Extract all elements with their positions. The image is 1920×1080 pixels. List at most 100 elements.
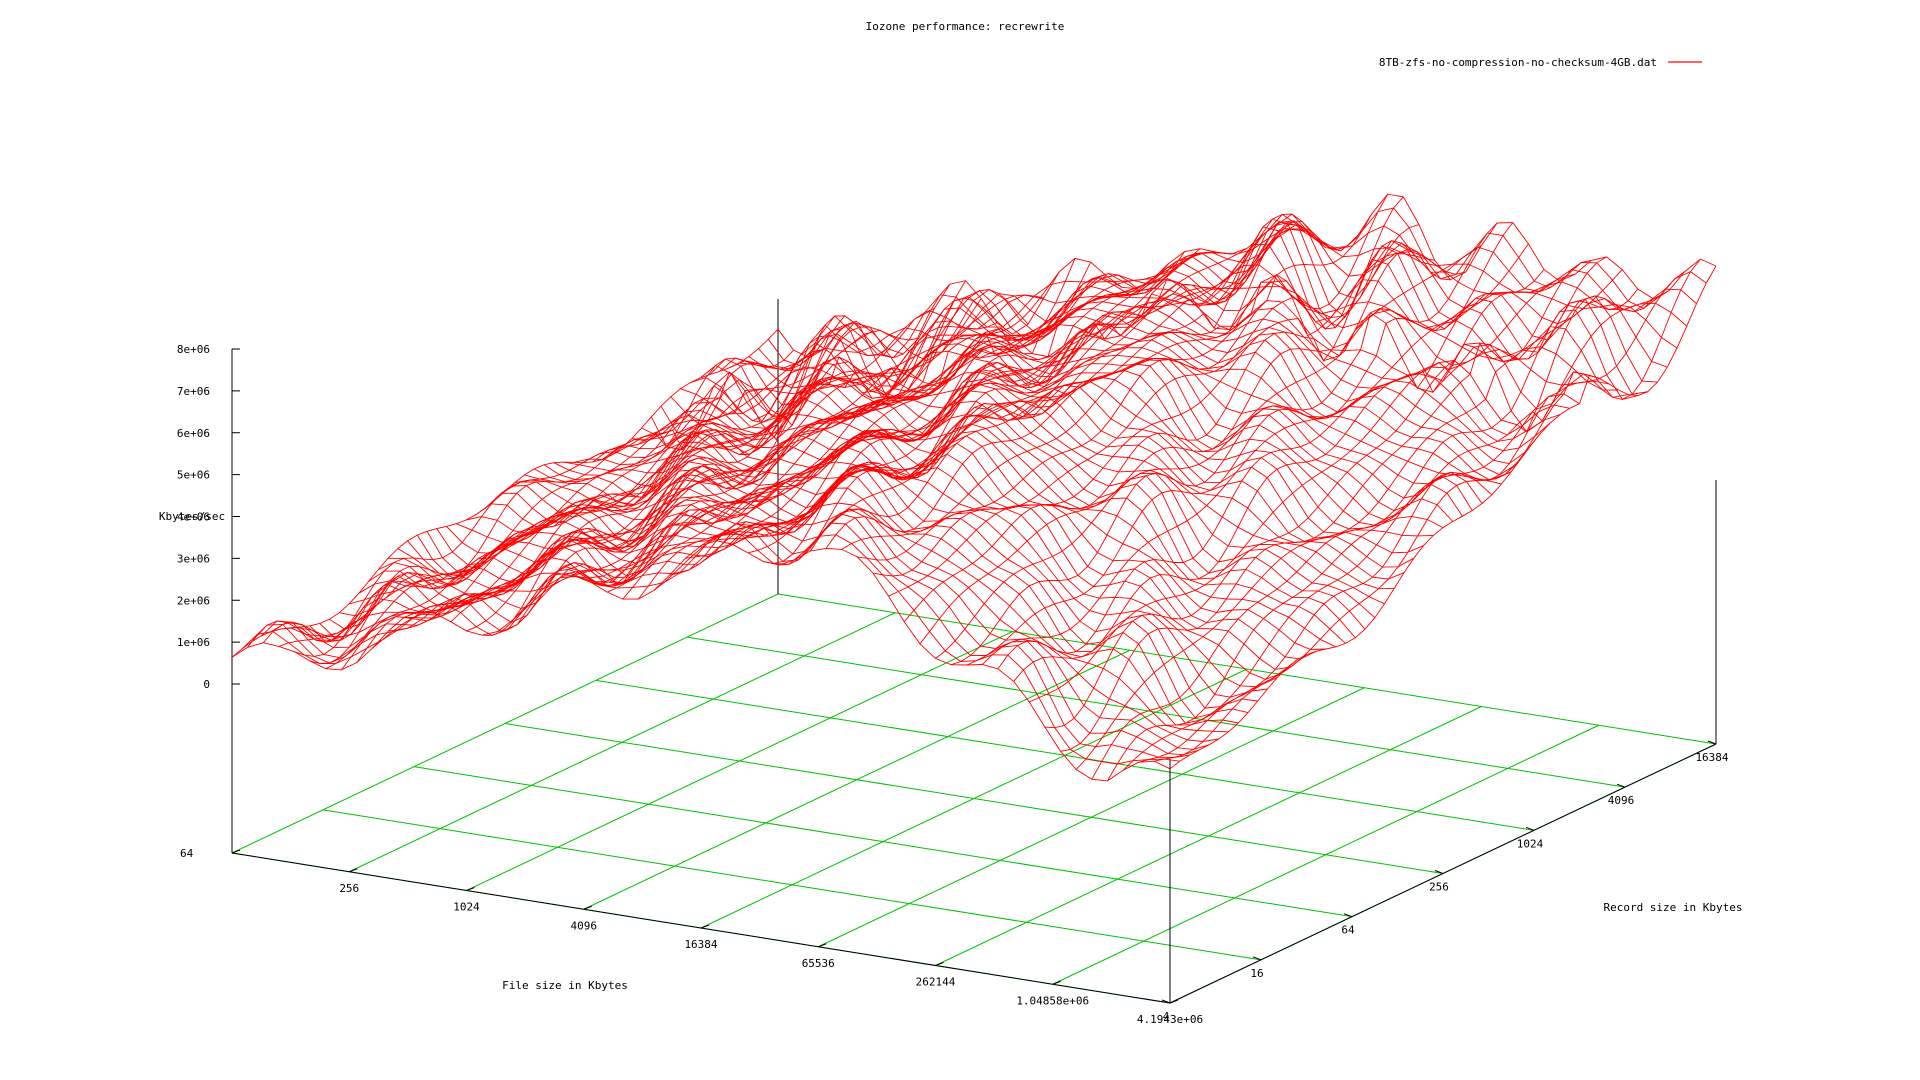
mesh-line-record [260,513,1200,756]
mesh-line-record [339,467,1278,698]
x-tick [818,943,827,948]
mesh-line-record [602,315,1541,465]
z-tick-label: 0 [203,678,210,691]
mesh-line-record [738,220,1678,372]
mesh-line-file [1060,256,1607,752]
y-tick [1525,826,1535,831]
mesh-line-file [653,248,1201,591]
y-tick [1161,999,1171,1004]
y-tick-label: 256 [1429,881,1449,894]
grid-line-record [322,809,1262,961]
mesh-line-file [403,283,951,619]
mesh-line-file [903,240,1451,622]
y-tick-label: 4096 [1608,794,1635,807]
y-axis-label: Record size in Kbytes [1603,901,1742,914]
mesh-line-file [341,335,888,671]
x-tick [349,868,358,873]
mesh-line-file [1107,295,1654,782]
mesh-line-file [372,326,919,649]
x-tick [1052,980,1061,985]
mesh-line-file [1044,260,1591,729]
y-tick [1707,740,1717,745]
mesh-line-file [966,222,1514,666]
y-tick [1252,956,1262,961]
y-tick-label: 4 [1163,1010,1170,1023]
mesh-line-record [397,430,1336,648]
mesh-line-record [758,225,1697,370]
mesh-line-file [528,258,1076,604]
x-tick-label: 4096 [571,919,598,932]
x-tick-label: 256 [339,882,359,895]
mesh-line-file [482,289,1029,636]
mesh-line-record [650,274,1590,451]
mesh-line-file [356,315,904,663]
x-tick [700,924,710,929]
mesh-line-file [716,234,1263,542]
mesh-line-file [247,349,794,648]
mesh-line-record [485,384,1424,554]
mesh-line-file [1029,273,1576,703]
grid-line-record [686,636,1626,788]
mesh-line-file [685,252,1232,559]
z-tick-label: 7e+06 [177,385,210,398]
mesh-line-file [1122,290,1670,771]
mesh-line-file [997,269,1545,670]
mesh-line-file [466,297,1013,632]
mesh-line-file [325,331,873,670]
mesh-line-file [810,223,1357,552]
mesh-line-file [794,213,1341,561]
legend-label: 8TB-zfs-no-compression-no-checksum-4GB.d… [1379,56,1657,69]
z-tick-label: 4e+06 [177,511,210,524]
x-tick [231,849,241,854]
mesh-line-file [888,253,1435,597]
grid-line-record [504,723,1444,874]
z-tick-label: 6e+06 [177,427,210,440]
mesh-line-record [280,508,1219,742]
mesh-line-file [919,249,1467,645]
mesh-line-file [779,222,1326,566]
mesh-line-file [872,224,1420,577]
mesh-line-file [857,196,1404,561]
mesh-line-record [495,380,1434,537]
mesh-line-file [278,348,826,647]
legend: 8TB-zfs-no-compression-no-checksum-4GB.d… [1379,56,1702,69]
x-tick-label: 1024 [453,901,480,914]
mesh-line-record [319,466,1258,719]
z-axis-label: Kbytes/sec [159,510,225,523]
mesh-line-file [982,243,1529,665]
mesh-line-file [1091,288,1639,780]
mesh-line-record [416,415,1356,639]
grid-line-record [413,766,1353,918]
mesh-line-record [241,529,1180,765]
mesh-line-record [709,218,1648,418]
grid-line-record [777,593,1717,745]
mesh-line-file [294,328,841,657]
surface-mesh [231,193,1717,782]
x-tick-label: 64 [180,847,194,860]
mesh-line-file [950,222,1498,666]
mesh-line-file [434,298,982,614]
mesh-line-file [669,251,1216,576]
mesh-line-file [262,357,810,643]
mesh-line-record [524,363,1463,521]
mesh-line-file [1013,280,1560,682]
x-tick [583,905,592,910]
x-tick-label: 65536 [802,957,835,970]
x-axis-label: File size in Kbytes [502,979,628,992]
mesh-line-file [825,213,1373,549]
grid-line-record [595,679,1535,831]
x-tick [935,962,944,966]
z-tick-label: 3e+06 [177,552,210,565]
x-tick [1169,999,1179,1004]
z-tick-label: 1e+06 [177,636,210,649]
mesh-line-record [563,347,1502,485]
mesh-line-file [607,277,1154,593]
x-tick-label: 262144 [916,976,956,989]
mesh-line-file [310,320,857,664]
z-tick-label: 5e+06 [177,469,210,482]
mesh-line-file [935,245,1482,659]
mesh-line-file [1138,271,1685,763]
mesh-line-record [767,207,1707,366]
tick-labels: 0 1e+06 2e+06 3e+06 4e+06 5e+06 6e+06 7e+06 8e+0… [177,343,1729,1026]
